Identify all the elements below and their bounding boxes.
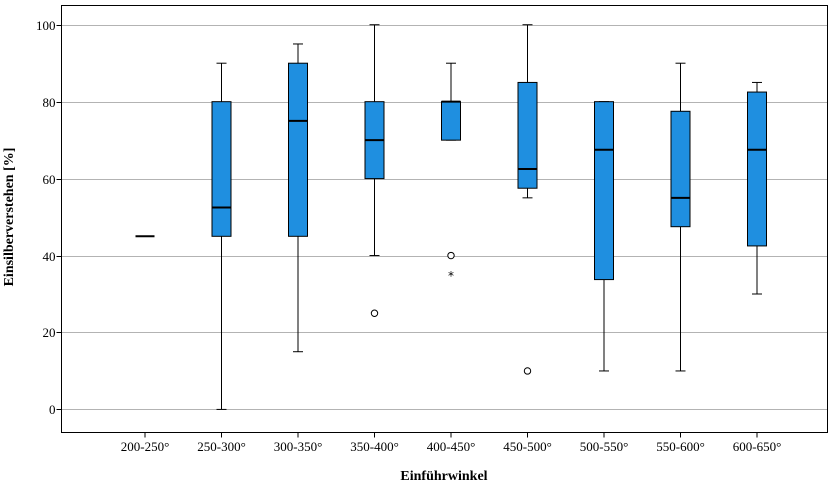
x-tick-label: 350-400° <box>350 439 399 454</box>
x-axis-ticks: 200-250° 250-300° 300-350° 350-400° 400-450°… <box>121 432 782 454</box>
box-group <box>211 62 232 410</box>
box-group <box>364 24 385 317</box>
iqr-box <box>288 62 308 237</box>
box-group <box>517 24 538 375</box>
plot-frame <box>61 5 828 433</box>
x-tick-label: 550-600° <box>656 439 705 454</box>
iqr-box <box>441 101 461 141</box>
x-axis-title: Einführwinkel <box>400 469 487 484</box>
x-tick-label: 500-550° <box>580 439 629 454</box>
y-tick-label: 80 <box>43 95 56 110</box>
boxes: * <box>135 24 767 410</box>
outlier-point <box>523 367 532 375</box>
y-tick-label: 40 <box>43 249 56 264</box>
outlier-point <box>447 251 455 260</box>
iqr-box <box>517 81 538 189</box>
extreme-point: * <box>448 269 454 283</box>
gridlines <box>61 25 828 410</box>
box-group: * <box>441 62 461 283</box>
iqr-box <box>594 101 614 281</box>
y-tick-label: 100 <box>36 18 56 33</box>
x-tick-label: 600-650° <box>733 439 782 454</box>
y-tick-label: 60 <box>43 172 56 187</box>
iqr-box <box>211 101 232 237</box>
outlier-point <box>370 309 379 317</box>
x-tick-label: 300-350° <box>274 439 323 454</box>
y-axis-title: Einsilberverstehen [%] <box>2 148 17 287</box>
box-group <box>594 101 614 372</box>
box-group <box>747 81 767 295</box>
box-group <box>288 43 308 353</box>
iqr-box <box>670 110 691 228</box>
iqr-box <box>747 91 767 247</box>
y-tick-label: 20 <box>43 325 56 340</box>
x-tick-label: 200-250° <box>121 439 170 454</box>
x-tick-label: 250-300° <box>197 439 246 454</box>
x-tick-label: 450-500° <box>503 439 552 454</box>
x-tick-label: 400-450° <box>427 439 476 454</box>
box-group <box>670 62 691 372</box>
y-tick-label: 0 <box>49 402 56 417</box>
y-axis-ticks: 0 20 40 60 80 100 <box>36 18 62 417</box>
